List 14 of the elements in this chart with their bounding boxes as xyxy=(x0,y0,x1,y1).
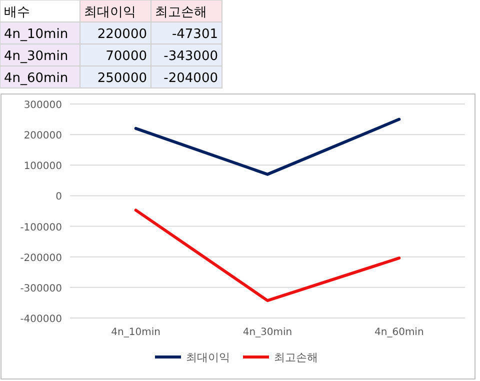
y-tick-label: 300000 xyxy=(24,100,62,111)
y-tick-label: -200000 xyxy=(20,252,62,264)
x-tick-label: 4n_60min xyxy=(374,327,424,338)
legend-label: 최대이익 xyxy=(186,351,230,364)
legend-label: 최고손해 xyxy=(274,351,318,364)
x-tick-label: 4n_10min xyxy=(111,327,160,338)
y-tick-label: 0 xyxy=(56,192,62,203)
y-tick-label: -300000 xyxy=(20,283,62,294)
y-tick-label: -100000 xyxy=(20,222,62,234)
table: 배수 최대이익 최고손해 4n_10min 220000 -47301 4n_30min 70000 -343000 4n_60min 250000 -204000 xyxy=(0,0,222,88)
y-tick-label: -400000 xyxy=(20,314,62,325)
x-tick-label: 4n_30min xyxy=(242,327,292,338)
y-tick-label: 100000 xyxy=(24,161,62,172)
y-tick-label: 200000 xyxy=(24,130,62,142)
